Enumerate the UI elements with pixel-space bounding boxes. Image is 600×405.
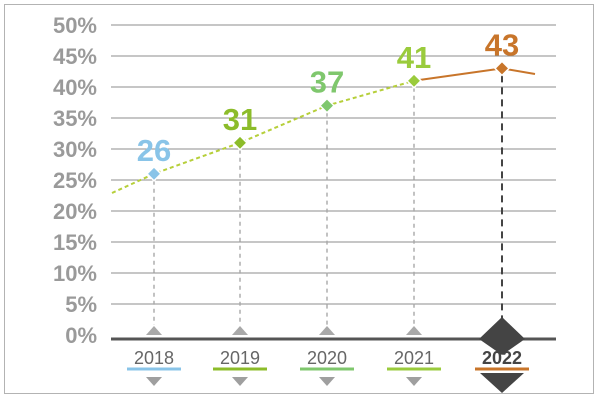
axis-layer: 0%5%10%15%20%25%30%35%40%45%50%2018 2019 2… <box>53 13 556 393</box>
data-label-2019: 31 <box>223 102 257 137</box>
data-label-2021: 41 <box>397 40 431 75</box>
category-label-2019: 2019 <box>220 348 260 368</box>
category-marker-up-2018 <box>146 326 162 335</box>
data-point-2020 <box>318 97 336 114</box>
data-point-2021 <box>405 72 423 89</box>
highlight-pointer-bottom <box>480 373 524 393</box>
y-tick-label: 0% <box>65 323 97 348</box>
y-tick-label: 15% <box>53 230 97 255</box>
y-tick-label: 20% <box>53 199 97 224</box>
y-tick-label: 40% <box>53 75 97 100</box>
data-point-2019 <box>231 134 249 151</box>
category-label-2020: 2020 <box>307 348 347 368</box>
marker-layer <box>145 60 511 182</box>
data-point-2018 <box>145 165 163 182</box>
category-marker-up-2020 <box>319 326 335 335</box>
highlight-pointer-top <box>479 317 525 355</box>
guide-layer <box>153 75 503 325</box>
chart-frame: 26 31 37 41 43 0% 5% 10% 15% 20% 25% 30% 35% 40% 45% 5… <box>4 4 594 394</box>
y-tick-label: 35% <box>53 106 97 131</box>
y-tick-label: 25% <box>53 168 97 193</box>
trend-line-highlight <box>413 67 536 82</box>
label-layer: 26 31 37 41 43 <box>137 27 519 167</box>
y-tick-label: 5% <box>65 292 97 317</box>
category-marker-down-2018 <box>146 377 162 386</box>
category-label-2018: 2018 <box>134 348 174 368</box>
category-label-2022: 2022 <box>482 348 522 368</box>
category-marker-up-2021 <box>406 326 422 335</box>
category-label-2021: 2021 <box>394 348 434 368</box>
category-marker-down-2019 <box>232 377 248 386</box>
category-marker-down-2020 <box>319 377 335 386</box>
y-tick-label: 45% <box>53 44 97 69</box>
grid-layer <box>111 24 556 305</box>
y-tick-label: 50% <box>53 13 97 38</box>
data-label-2020: 37 <box>310 65 344 100</box>
data-label-2022: 43 <box>485 27 519 62</box>
line-chart: 26 31 37 41 43 0% 5% 10% 15% 20% 25% 30% 35% 40% 45% 5… <box>53 13 556 393</box>
data-point-2022 <box>493 60 511 77</box>
data-label-2018: 26 <box>137 133 171 168</box>
trend-line-dashed <box>111 79 415 194</box>
y-tick-label: 30% <box>53 137 97 162</box>
category-marker-down-2021 <box>406 377 422 386</box>
y-tick-label: 10% <box>53 261 97 286</box>
category-marker-up-2019 <box>232 326 248 335</box>
